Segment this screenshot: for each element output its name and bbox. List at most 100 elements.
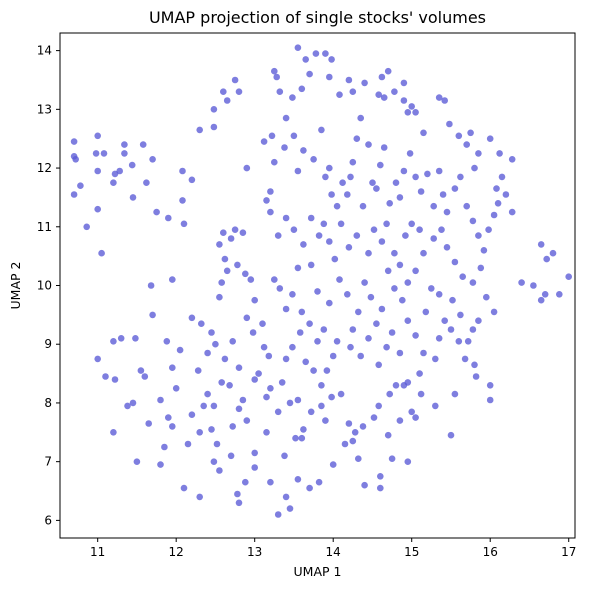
data-point — [289, 94, 296, 101]
data-point — [204, 349, 211, 357]
data-point — [267, 385, 274, 392]
data-point — [486, 135, 494, 142]
data-point — [92, 150, 100, 157]
data-point — [137, 367, 145, 374]
data-point — [255, 370, 262, 377]
data-point — [373, 185, 380, 192]
data-point — [355, 308, 362, 316]
data-point — [306, 320, 313, 328]
data-point — [471, 361, 478, 369]
data-point — [349, 88, 357, 95]
data-point — [485, 226, 492, 233]
data-point — [218, 279, 225, 286]
data-point — [483, 293, 490, 301]
data-point — [435, 94, 443, 101]
data-point — [417, 390, 425, 398]
data-point — [404, 279, 412, 286]
data-point — [210, 402, 218, 410]
data-point — [133, 458, 141, 466]
data-point — [176, 346, 184, 354]
data-point — [441, 317, 449, 325]
data-point — [310, 367, 317, 374]
data-point — [388, 455, 396, 463]
data-point — [399, 296, 406, 304]
y-tick-label: 13 — [37, 102, 52, 116]
data-point — [188, 176, 196, 184]
data-point — [377, 484, 384, 492]
data-point — [384, 267, 392, 275]
data-point — [430, 235, 438, 242]
data-point — [361, 79, 368, 87]
data-point — [455, 338, 463, 345]
data-point — [243, 164, 251, 172]
data-point — [383, 343, 390, 351]
data-point — [306, 484, 313, 492]
data-point — [220, 88, 227, 95]
x-tick-label: 13 — [247, 545, 262, 559]
data-point — [263, 429, 270, 436]
data-point — [438, 226, 445, 233]
data-point — [383, 220, 390, 228]
data-point — [412, 267, 419, 275]
y-axis: 6 7 8 9 10 11 12 13 14 — [37, 44, 60, 527]
data-point — [404, 379, 412, 386]
data-point — [392, 179, 400, 186]
data-point — [282, 305, 290, 313]
data-point — [412, 332, 419, 339]
data-point — [333, 338, 341, 345]
data-point — [502, 191, 510, 198]
data-point — [359, 423, 367, 430]
points-layer — [70, 44, 572, 518]
data-point — [396, 194, 404, 201]
data-point — [243, 314, 251, 322]
y-tick-label: 10 — [37, 279, 52, 293]
data-point — [267, 208, 274, 216]
data-point — [323, 367, 331, 374]
data-point — [141, 373, 149, 380]
data-point — [94, 355, 101, 363]
data-point — [480, 247, 488, 254]
data-point — [447, 431, 455, 439]
data-point — [435, 335, 443, 342]
data-point — [349, 437, 357, 445]
data-point — [443, 208, 451, 216]
data-point — [565, 273, 572, 281]
data-point — [375, 91, 383, 98]
data-point — [315, 478, 323, 486]
data-point — [420, 129, 427, 137]
data-point — [406, 150, 414, 157]
data-point — [169, 364, 176, 372]
data-point — [267, 188, 274, 195]
data-point — [296, 329, 304, 336]
data-point — [375, 402, 383, 410]
data-point — [494, 200, 502, 207]
data-point — [378, 73, 386, 81]
data-point — [422, 308, 430, 316]
data-point — [472, 373, 480, 380]
data-point — [235, 499, 243, 507]
data-point — [322, 417, 329, 424]
data-point — [384, 431, 392, 439]
data-point — [455, 132, 463, 140]
data-point — [459, 273, 467, 281]
data-point — [347, 343, 354, 351]
data-point — [290, 226, 298, 233]
data-point — [128, 161, 136, 169]
data-point — [396, 261, 404, 269]
data-point — [391, 249, 398, 257]
data-point — [70, 138, 78, 145]
data-point — [263, 393, 270, 401]
data-point — [77, 182, 84, 189]
data-point — [278, 379, 286, 386]
data-point — [294, 264, 302, 272]
x-axis: 11 12 13 14 15 16 17 — [90, 538, 576, 559]
data-point — [449, 296, 456, 304]
data-point — [486, 382, 494, 389]
data-point — [400, 79, 408, 87]
data-point — [318, 382, 325, 389]
data-point — [210, 106, 218, 113]
data-point — [208, 426, 215, 433]
data-point — [163, 338, 171, 345]
data-point — [416, 226, 423, 233]
data-point — [331, 255, 339, 263]
